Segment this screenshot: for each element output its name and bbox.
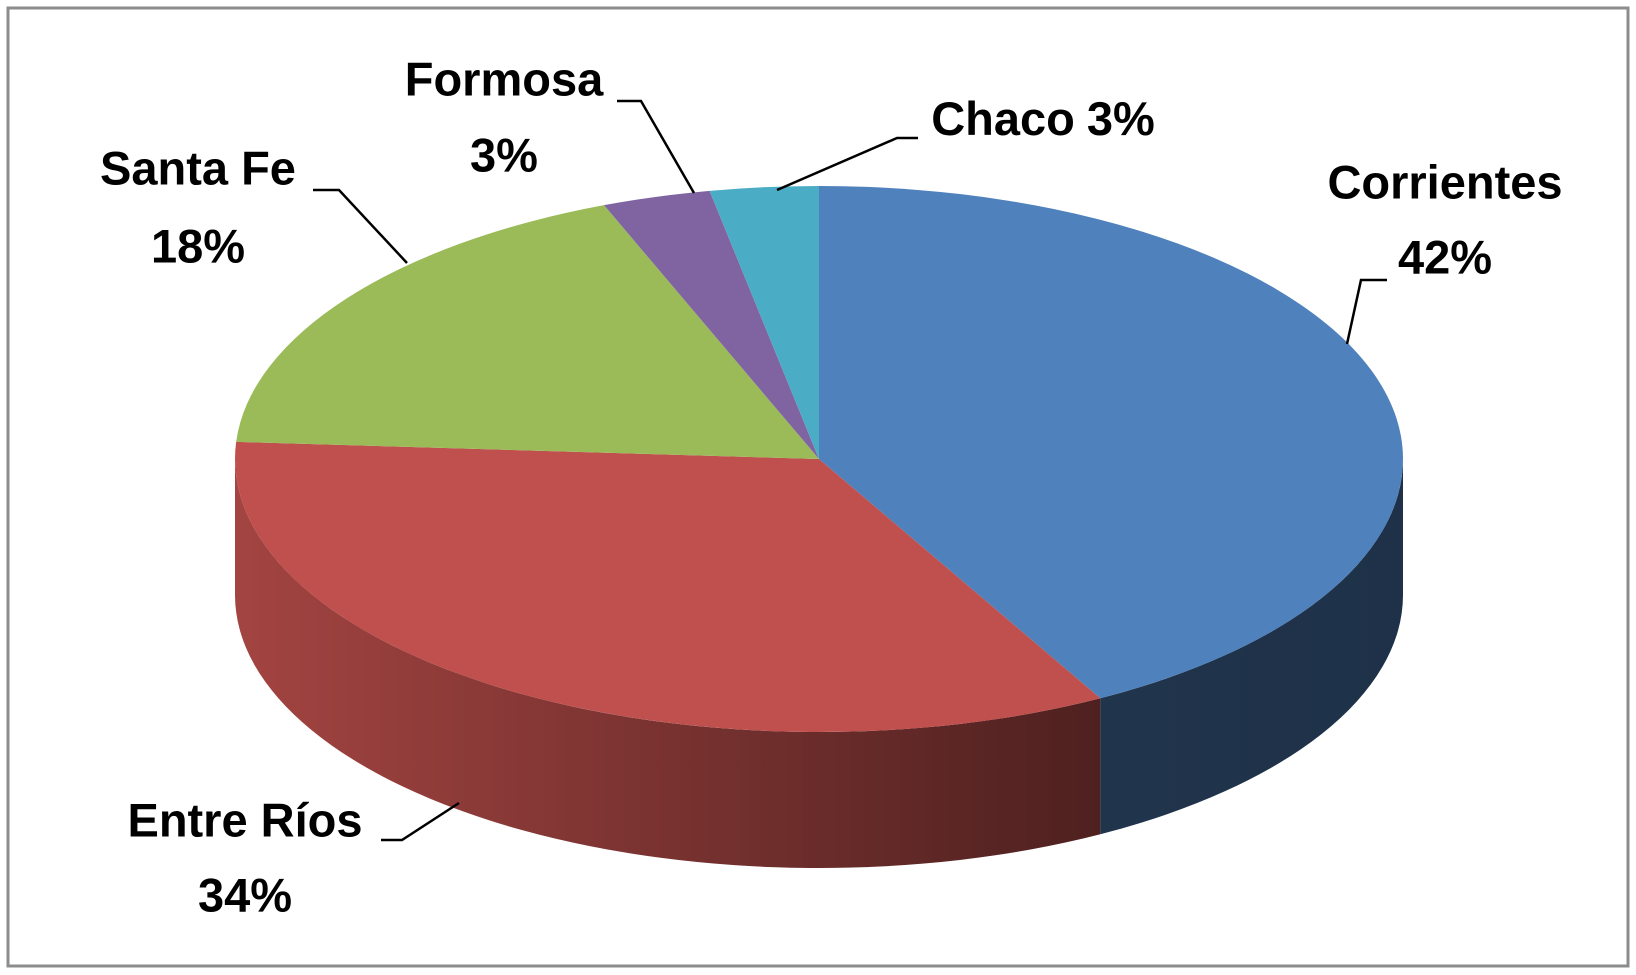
slice: [604, 190, 819, 460]
label-value: 18%: [151, 219, 245, 272]
label-value: 42%: [1398, 230, 1492, 283]
label-category: Corrientes: [1327, 155, 1562, 208]
slice-side: [235, 459, 1101, 868]
slice-side: [1100, 459, 1403, 835]
label-category: Chaco: [931, 92, 1075, 145]
label-value: 3%: [1087, 92, 1155, 145]
leader-line: [381, 801, 460, 842]
slice: [236, 205, 819, 459]
label-value: 3%: [470, 128, 538, 181]
slice: [234, 441, 1101, 732]
slice: [819, 186, 1404, 699]
leader-line: [313, 188, 408, 264]
slice-tops: [234, 186, 1404, 732]
leader-line: [617, 99, 696, 194]
data-labels: Corrientes 42% Entre Ríos 34% Santa Fe 18% For…: [100, 52, 1562, 921]
leader-line: [1345, 278, 1387, 345]
slice-sides: [235, 459, 1403, 868]
label-category: Formosa: [405, 52, 604, 105]
label-category: Santa Fe: [100, 141, 296, 194]
slice: [709, 186, 819, 459]
label-value: 34%: [198, 868, 292, 921]
label-category: Entre Ríos: [127, 793, 362, 846]
data-label: Chaco 3%: [931, 92, 1155, 145]
leader-line: [776, 136, 918, 192]
